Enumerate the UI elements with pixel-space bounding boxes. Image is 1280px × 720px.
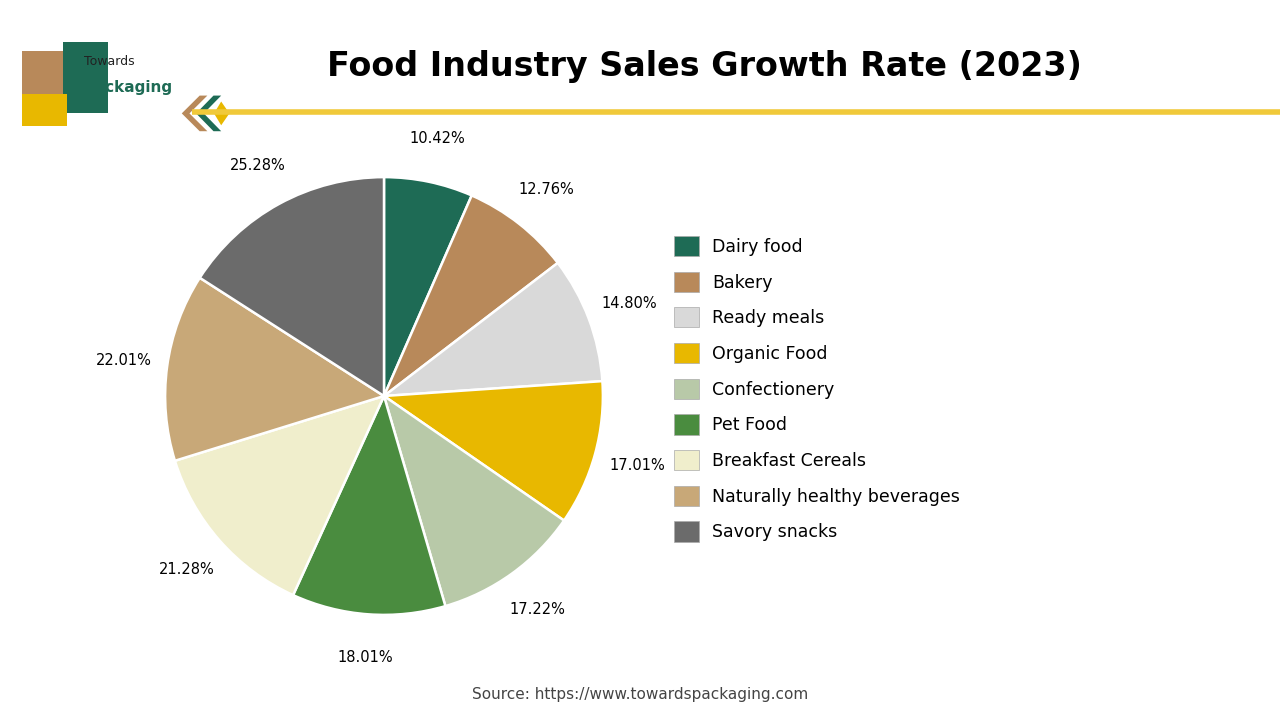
Legend: Dairy food, Bakery, Ready meals, Organic Food, Confectionery, Pet Food, Breakfas: Dairy food, Bakery, Ready meals, Organic… xyxy=(675,236,960,541)
Wedge shape xyxy=(384,381,603,521)
Text: 22.01%: 22.01% xyxy=(96,353,151,368)
Text: 25.28%: 25.28% xyxy=(230,158,285,173)
Wedge shape xyxy=(384,396,564,606)
FancyBboxPatch shape xyxy=(22,94,67,126)
Text: 14.80%: 14.80% xyxy=(602,296,658,311)
Polygon shape xyxy=(214,102,229,125)
Wedge shape xyxy=(384,263,603,396)
Wedge shape xyxy=(200,177,384,396)
Wedge shape xyxy=(175,396,384,595)
Text: 10.42%: 10.42% xyxy=(410,132,466,146)
Text: Food Industry Sales Growth Rate (2023): Food Industry Sales Growth Rate (2023) xyxy=(326,50,1082,84)
Wedge shape xyxy=(293,396,445,615)
Text: 21.28%: 21.28% xyxy=(159,562,215,577)
Polygon shape xyxy=(196,96,221,131)
Wedge shape xyxy=(384,177,472,396)
FancyBboxPatch shape xyxy=(22,51,79,100)
Text: 12.76%: 12.76% xyxy=(518,181,573,197)
Text: Source: https://www.towardspackaging.com: Source: https://www.towardspackaging.com xyxy=(472,687,808,702)
FancyBboxPatch shape xyxy=(63,42,108,113)
Wedge shape xyxy=(384,195,558,396)
Text: Towards: Towards xyxy=(84,55,136,68)
Text: Packaging: Packaging xyxy=(84,80,173,94)
Text: 18.01%: 18.01% xyxy=(338,650,393,665)
Polygon shape xyxy=(182,96,207,131)
Wedge shape xyxy=(165,278,384,461)
Text: 17.22%: 17.22% xyxy=(509,601,566,616)
Text: 17.01%: 17.01% xyxy=(609,458,666,473)
